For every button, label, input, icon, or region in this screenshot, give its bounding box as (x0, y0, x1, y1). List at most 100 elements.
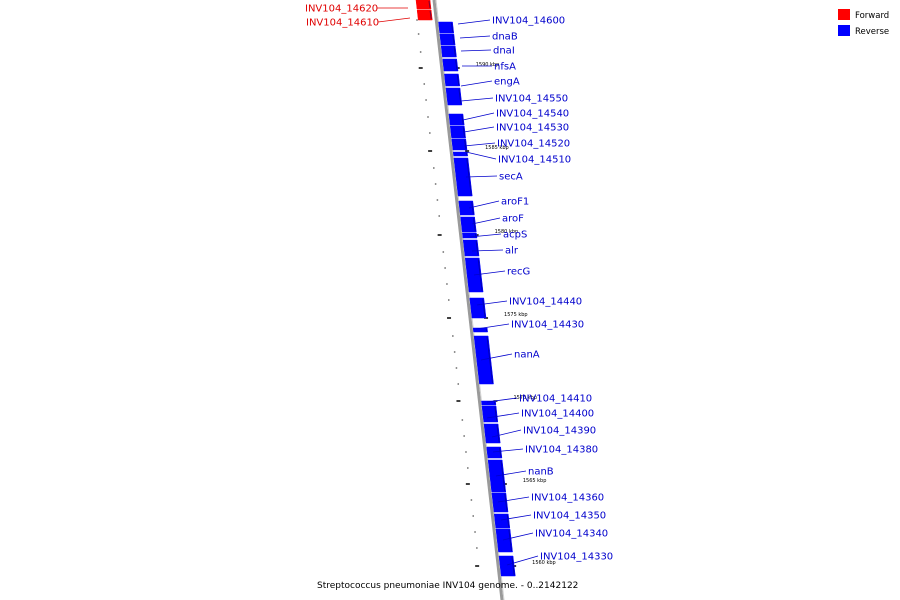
reverse-gene-label: INV104_14520 (497, 139, 570, 150)
reverse-gene-label: INV104_14550 (495, 94, 568, 105)
reverse-gene-acpS (462, 232, 478, 239)
reverse-leader-line (495, 470, 527, 477)
reverse-gene-INV104_14530 (450, 125, 466, 139)
reverse-leader-line (471, 217, 501, 225)
reverse-gene-nfsA-bevel (455, 59, 458, 71)
reverse-gene-INV104_14600-bevel (450, 22, 454, 33)
forward-gene-INV104_14620 (415, 0, 432, 10)
reverse-gene-INV104_14330 (498, 555, 516, 577)
reverse-gene-INV104_14510 (452, 151, 468, 157)
reverse-leader-line (473, 270, 506, 276)
reverse-gene-label: engA (494, 77, 520, 88)
reverse-gene-recG-bevel (477, 258, 483, 292)
reverse-leader-line (460, 80, 493, 87)
reverse-gene-alr-bevel (475, 240, 479, 256)
reverse-gene-label: nanA (514, 350, 540, 361)
reverse-leader-line (480, 353, 513, 361)
forward-gene-INV104_14610 (416, 9, 433, 21)
reverse-gene-label: INV104_14400 (521, 409, 594, 420)
reverse-gene-INV104_14390 (483, 423, 501, 444)
reverse-gene-INV104_14380 (486, 446, 503, 459)
gene-features (415, 0, 516, 577)
reverse-leader-line (491, 429, 522, 438)
reverse-leader-line (486, 412, 520, 419)
reverse-leader-line (469, 233, 502, 238)
reverse-gene-label: recG (507, 267, 530, 278)
reverse-leader-line (460, 97, 494, 102)
reverse-gene-INV104_14530-bevel (462, 126, 466, 138)
reverse-gene-label: INV104_14540 (496, 109, 569, 120)
reverse-gene-engA-bevel (456, 74, 460, 86)
reverse-leader-line (497, 496, 530, 503)
genome-backbone (432, 0, 504, 600)
reverse-gene-label: INV104_14350 (533, 511, 606, 522)
reverse-gene-INV104_14440-bevel (482, 298, 486, 318)
reverse-leader-line (486, 397, 518, 403)
reverse-gene-INV104_14360-bevel (504, 493, 508, 512)
reverse-gene-dnaI (440, 45, 457, 58)
reverse-gene-aroF1-bevel (471, 201, 474, 215)
reverse-gene-label: secA (499, 172, 523, 183)
reverse-gene-nanB-bevel (500, 460, 506, 492)
reverse-leader-line (457, 19, 491, 25)
reverse-gene-INV104_14440 (469, 297, 487, 319)
reverse-leader-line (476, 300, 508, 306)
scale-tick-label: 1560 kbp (532, 560, 556, 566)
reverse-gene-aroF1 (458, 200, 475, 216)
reverse-leader-line (465, 151, 497, 160)
reverse-gene-nanA-bevel (486, 336, 494, 384)
reverse-gene-engA (444, 73, 461, 87)
forward-gene-INV104_14610-bevel (429, 10, 432, 20)
reverse-gene-INV104_14550-bevel (458, 88, 462, 105)
reverse-gene-label: nfsA (494, 62, 516, 73)
reverse-gene-INV104_14600 (438, 21, 455, 34)
legend: Forward Reverse (838, 9, 889, 37)
reverse-leader-line (465, 175, 498, 178)
reverse-gene-INV104_14520 (451, 138, 468, 151)
reverse-gene-dnaB-bevel (452, 34, 455, 45)
reverse-gene-INV104_14340-bevel (508, 529, 513, 552)
forward-gene-INV104_14620-bevel (428, 0, 431, 9)
reverse-leader-line (500, 514, 532, 521)
reverse-leader-line (468, 200, 500, 209)
reverse-gene-label: INV104_14380 (525, 445, 598, 456)
legend-reverse-swatch (838, 25, 850, 36)
reverse-gene-INV104_14400 (481, 405, 499, 423)
reverse-gene-INV104_14350 (493, 513, 511, 529)
reverse-gene-INV104_14540 (448, 113, 465, 126)
reverse-gene-label: dnaI (493, 46, 515, 57)
reverse-gene-label: alr (505, 246, 519, 257)
reverse-leader-line (492, 448, 524, 453)
reverse-gene-INV104_14360 (491, 492, 509, 513)
scale-tick-label: 1580 kbp (495, 229, 519, 235)
reverse-leader-line (462, 112, 495, 121)
reverse-gene-INV104_14330-bevel (511, 556, 515, 576)
reverse-gene-label: INV104_14360 (531, 493, 604, 504)
reverse-gene-INV104_14540-bevel (461, 114, 464, 125)
legend-forward-swatch (838, 9, 850, 20)
scale-tick-label: 1585 kbp (485, 145, 509, 151)
reverse-gene-INV104_14340 (495, 528, 513, 553)
scale-tick-label: 1575 kbp (504, 312, 528, 318)
reverse-leader-line (471, 249, 504, 252)
reverse-gene-INV104_14350-bevel (506, 514, 510, 528)
scale-tick-label: 1565 kbp (523, 478, 547, 484)
reverse-gene-label: INV104_14340 (535, 529, 608, 540)
reverse-gene-INV104_14410 (481, 400, 497, 406)
genome-caption: Streptococcus pneumoniae INV104 genome. … (317, 581, 578, 591)
scale-tick-label: 1570 kbp (513, 395, 537, 401)
reverse-gene-alr (462, 239, 480, 257)
gene-labels: INV104_14620 INV104_14610 INV104_14600 dnaB… (305, 4, 613, 566)
reverse-leader-line (460, 49, 492, 52)
reverse-gene-aroF (460, 216, 477, 233)
reverse-gene-label: INV104_14410 (519, 394, 592, 405)
legend-reverse-label: Reverse (855, 27, 889, 37)
reverse-gene-INV104_14390-bevel (496, 424, 500, 443)
forward-gene-label: INV104_14610 (306, 18, 379, 29)
reverse-gene-INV104_14550 (445, 87, 463, 106)
reverse-gene-label: aroF (502, 214, 524, 225)
reverse-gene-dnaB (439, 33, 456, 46)
reverse-gene-label: INV104_14390 (523, 426, 596, 437)
reverse-gene-label: INV104_14330 (540, 552, 613, 563)
